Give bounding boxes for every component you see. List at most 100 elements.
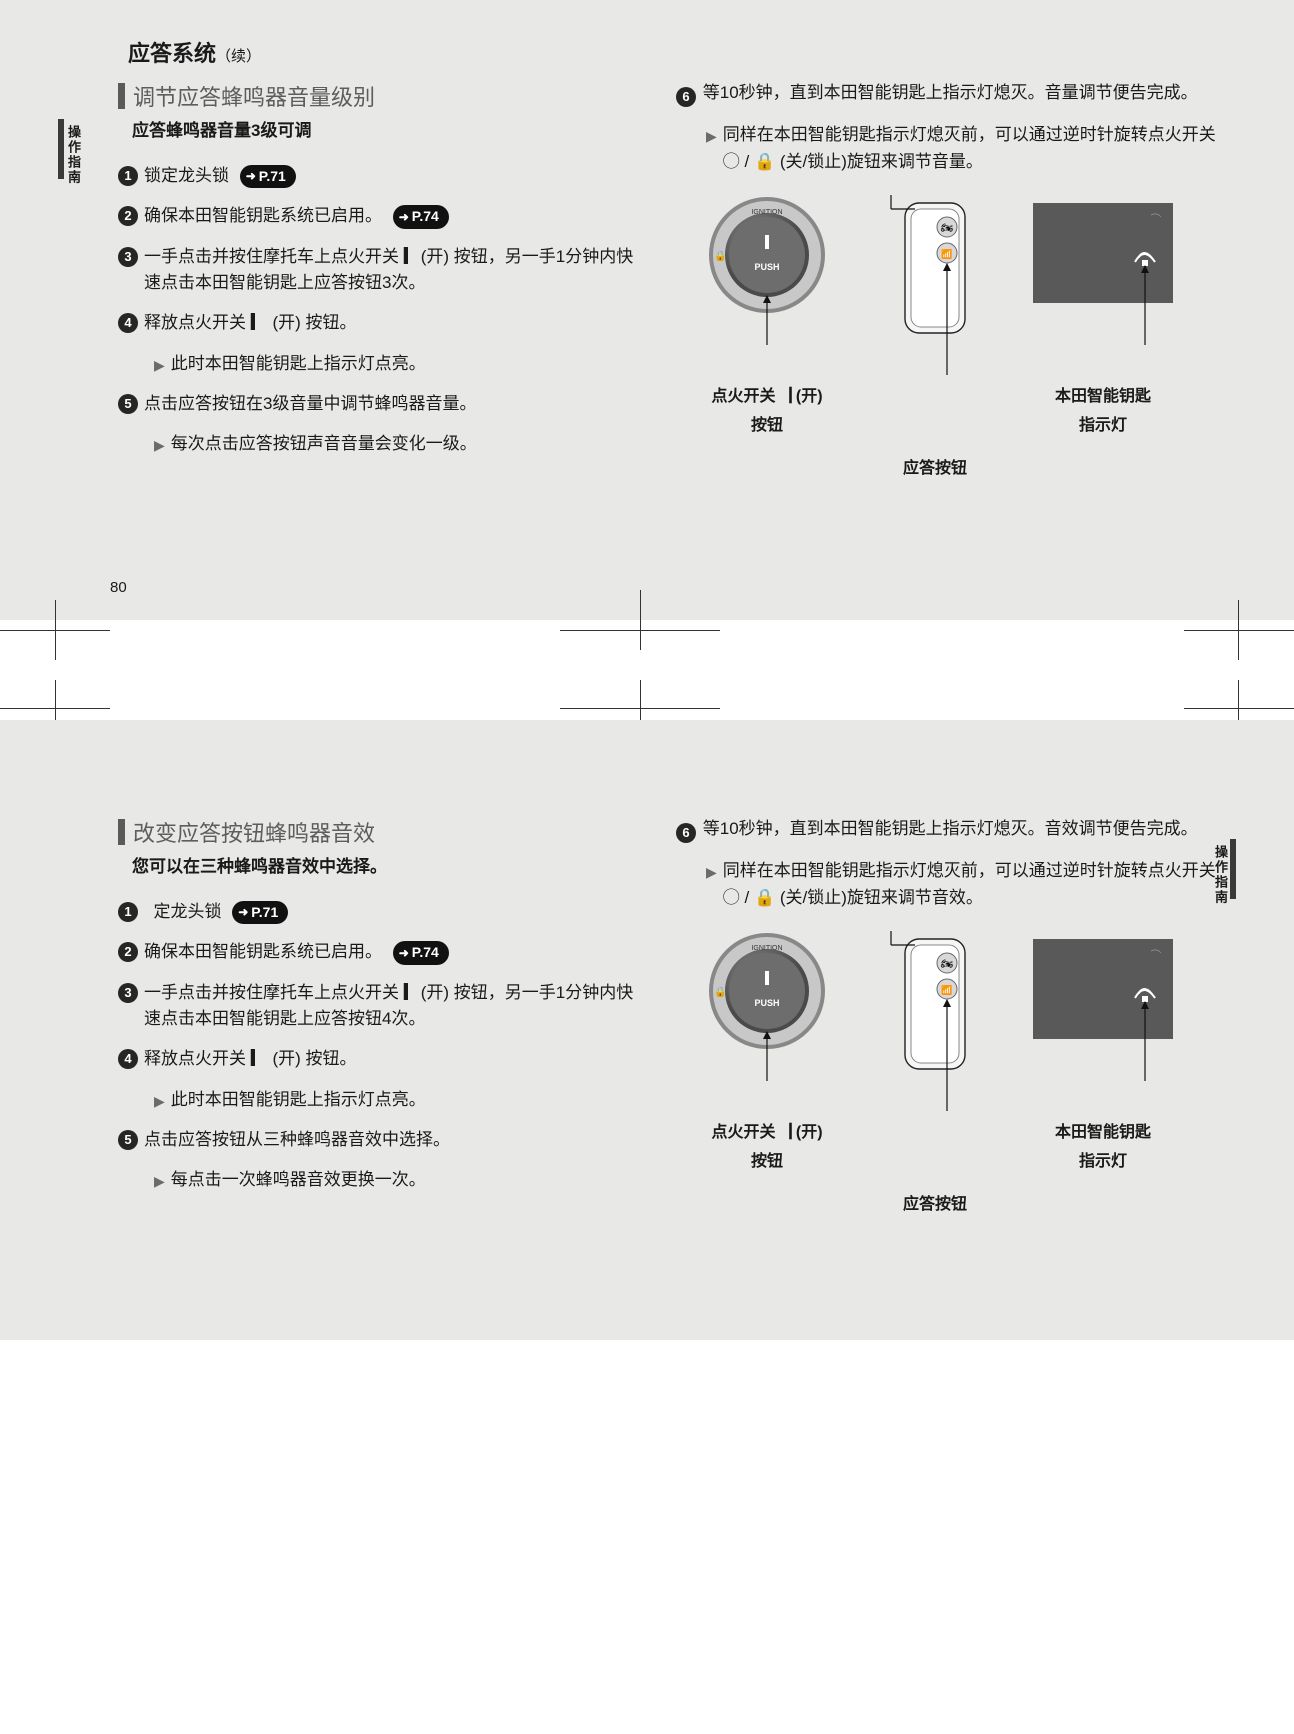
title-text: 应答系统 [128, 41, 216, 66]
page-ref-badge: P.74 [393, 205, 449, 229]
step-text: 释放点火开关 ▎ (开) 按钮。 [144, 1046, 636, 1072]
step-4-sub: ▶ 此时本田智能钥匙上指示灯点亮。 [88, 351, 636, 377]
manual-page-2: 操作指南 改变应答按钮蜂鸣器音效 您可以在三种蜂鸣器音效中选择。 1 定龙头锁 … [0, 720, 1294, 1340]
left-column: 改变应答按钮蜂鸣器音效 您可以在三种蜂鸣器音效中选择。 1 定龙头锁 P.71 … [88, 816, 636, 1214]
key-svg: 🏍 📶 [885, 195, 985, 415]
step-text: 一手点击并按住摩托车上点火开关 ▎(开) 按钮，另一手1分钟内快速点击本田智能钥… [144, 980, 636, 1033]
diagram: IGNITION PUSH 🔒 点火开关▕ (开) 按钮 [676, 931, 1224, 1214]
indicator-svg [1023, 931, 1183, 1111]
content-columns: 改变应答按钮蜂鸣器音效 您可以在三种蜂鸣器音效中选择。 1 定龙头锁 P.71 … [88, 816, 1224, 1214]
key-caption-2: 指示灯 [1018, 415, 1188, 437]
ignition-caption-2: 按钮 [682, 415, 852, 437]
svg-text:📶: 📶 [941, 248, 952, 259]
sub-text: 同样在本田智能钥匙指示灯熄灭前，可以通过逆时针旋转点火开关 ◯ / 🔒 (关/锁… [723, 857, 1224, 911]
step-number-icon: 4 [118, 313, 138, 333]
ignition-switch-figure: IGNITION PUSH 🔒 点火开关▕ (开) 按钮 [682, 195, 852, 437]
crop-mark [1238, 600, 1239, 660]
step-6: 6 等10秒钟，直到本田智能钥匙上指示灯熄灭。音量调节便告完成。 [676, 80, 1224, 107]
svg-text:PUSH: PUSH [754, 998, 779, 1008]
right-column: 6 等10秒钟，直到本田智能钥匙上指示灯熄灭。音量调节便告完成。 ▶ 同样在本田… [676, 80, 1224, 478]
key-caption-1: 本田智能钥匙 [1018, 1122, 1188, 1144]
side-tab: 操作指南 [64, 125, 83, 185]
step-text: 等10秒钟，直到本田智能钥匙上指示灯熄灭。音效调节便告完成。 [703, 819, 1198, 838]
svg-text:🔒: 🔒 [714, 986, 726, 998]
step-2: 2 确保本田智能钥匙系统已启用。 P.74 [88, 939, 636, 965]
step-number-icon: 5 [118, 1130, 138, 1150]
step-number-icon: 1 [118, 166, 138, 186]
step-6-sub: ▶ 同样在本田智能钥匙指示灯熄灭前，可以通过逆时针旋转点火开关 ◯ / 🔒 (关… [676, 857, 1224, 911]
crop-mark [1184, 708, 1294, 709]
step-5: 5 点击应答按钮从三种蜂鸣器音效中选择。 [88, 1127, 636, 1153]
step-4: 4 释放点火开关 ▎ (开) 按钮。 [88, 1046, 636, 1072]
page-ref-badge: P.71 [240, 165, 296, 189]
sub-text: 同样在本田智能钥匙指示灯熄灭前，可以通过逆时针旋转点火开关 ◯ / 🔒 (关/锁… [723, 121, 1224, 175]
step-number-icon: 3 [118, 983, 138, 1003]
triangle-icon: ▶ [154, 435, 165, 457]
step-5-sub: ▶ 每次点击应答按钮声音音量会变化一级。 [88, 431, 636, 457]
side-tab: 操作指南 [1211, 845, 1230, 905]
page-ref-badge: P.71 [232, 901, 288, 925]
section-bar-icon [118, 819, 125, 845]
ignition-caption-1: 点火开关▕ (开) [682, 386, 852, 408]
step-number-icon: 4 [118, 1049, 138, 1069]
sub-text: 此时本田智能钥匙上指示灯点亮。 [171, 1087, 426, 1113]
title-cont: （续） [216, 48, 261, 65]
sub-text: 此时本田智能钥匙上指示灯点亮。 [171, 351, 426, 377]
sub-text: 每次点击应答按钮声音音量会变化一级。 [171, 431, 477, 457]
step-5-sub: ▶ 每点击一次蜂鸣器音效更换一次。 [88, 1167, 636, 1193]
step-number-icon: 6 [676, 87, 696, 107]
section-header: 改变应答按钮蜂鸣器音效 [88, 816, 636, 848]
step-3: 3 一手点击并按住摩托车上点火开关 ▎(开) 按钮，另一手1分钟内快速点击本田智… [88, 980, 636, 1033]
page-ref-badge: P.74 [393, 941, 449, 965]
svg-text:IGNITION: IGNITION [751, 945, 782, 952]
triangle-icon: ▶ [706, 125, 717, 175]
answer-button-caption: 应答按钮 [880, 454, 990, 478]
section-title: 改变应答按钮蜂鸣器音效 [133, 816, 375, 848]
right-column: 6 等10秒钟，直到本田智能钥匙上指示灯熄灭。音效调节便告完成。 ▶ 同样在本田… [676, 816, 1224, 1214]
step-text: 锁定龙头锁 [144, 166, 229, 185]
svg-text:PUSH: PUSH [754, 262, 779, 272]
svg-text:🏍: 🏍 [941, 223, 954, 234]
triangle-icon: ▶ [154, 1171, 165, 1193]
step-text: 确保本田智能钥匙系统已启用。 [144, 206, 382, 225]
crop-mark [1184, 630, 1294, 631]
svg-text:📶: 📶 [941, 984, 952, 995]
page-gap [0, 620, 1294, 720]
smart-key-figure: 🏍 📶 应答按钮 [880, 931, 990, 1214]
section-bar-icon [118, 83, 125, 109]
indicator-figure: 本田智能钥匙 指示灯 [1018, 931, 1188, 1173]
svg-text:IGNITION: IGNITION [751, 209, 782, 216]
step-number-icon: 1 [118, 902, 138, 922]
manual-page-1: 操作指南 应答系统（续） 调节应答蜂鸣器音量级别 应答蜂鸣器音量3级可调 1 锁… [0, 0, 1294, 620]
ignition-svg: IGNITION PUSH 🔒 [692, 931, 842, 1111]
svg-text:🏍: 🏍 [941, 959, 954, 970]
step-text: 定龙头锁 [153, 902, 221, 921]
section-title: 调节应答蜂鸣器音量级别 [133, 80, 375, 112]
step-text: 点击应答按钮在3级音量中调节蜂鸣器音量。 [144, 391, 636, 417]
step-number-icon: 6 [676, 823, 696, 843]
triangle-icon: ▶ [706, 861, 717, 911]
answer-button-caption: 应答按钮 [880, 1190, 990, 1214]
ignition-caption-1: 点火开关▕ (开) [682, 1122, 852, 1144]
step-text: 点击应答按钮从三种蜂鸣器音效中选择。 [144, 1127, 636, 1153]
page-number: 80 [110, 579, 127, 596]
ignition-switch-figure: IGNITION PUSH 🔒 点火开关▕ (开) 按钮 [682, 931, 852, 1173]
step-text: 等10秒钟，直到本田智能钥匙上指示灯熄灭。音量调节便告完成。 [703, 83, 1198, 102]
step-4: 4 释放点火开关 ▎ (开) 按钮。 [88, 310, 636, 336]
ignition-caption-2: 按钮 [682, 1151, 852, 1173]
step-number-icon: 5 [118, 394, 138, 414]
step-6: 6 等10秒钟，直到本田智能钥匙上指示灯熄灭。音效调节便告完成。 [676, 816, 1224, 843]
indicator-svg [1023, 195, 1183, 375]
section-subtitle: 您可以在三种蜂鸣器音效中选择。 [88, 852, 636, 877]
step-text: 释放点火开关 ▎ (开) 按钮。 [144, 310, 636, 336]
step-text: 确保本田智能钥匙系统已启用。 [144, 942, 382, 961]
step-number-icon: 2 [118, 206, 138, 226]
key-caption-1: 本田智能钥匙 [1018, 386, 1188, 408]
smart-key-figure: 🏍 📶 应答按钮 [880, 195, 990, 478]
step-1: 1 锁定龙头锁 P.71 [88, 163, 636, 189]
triangle-icon: ▶ [154, 355, 165, 377]
step-number-icon: 3 [118, 247, 138, 267]
crop-mark [55, 600, 56, 660]
ignition-svg: IGNITION PUSH 🔒 [692, 195, 842, 375]
key-svg: 🏍 📶 [885, 931, 985, 1151]
